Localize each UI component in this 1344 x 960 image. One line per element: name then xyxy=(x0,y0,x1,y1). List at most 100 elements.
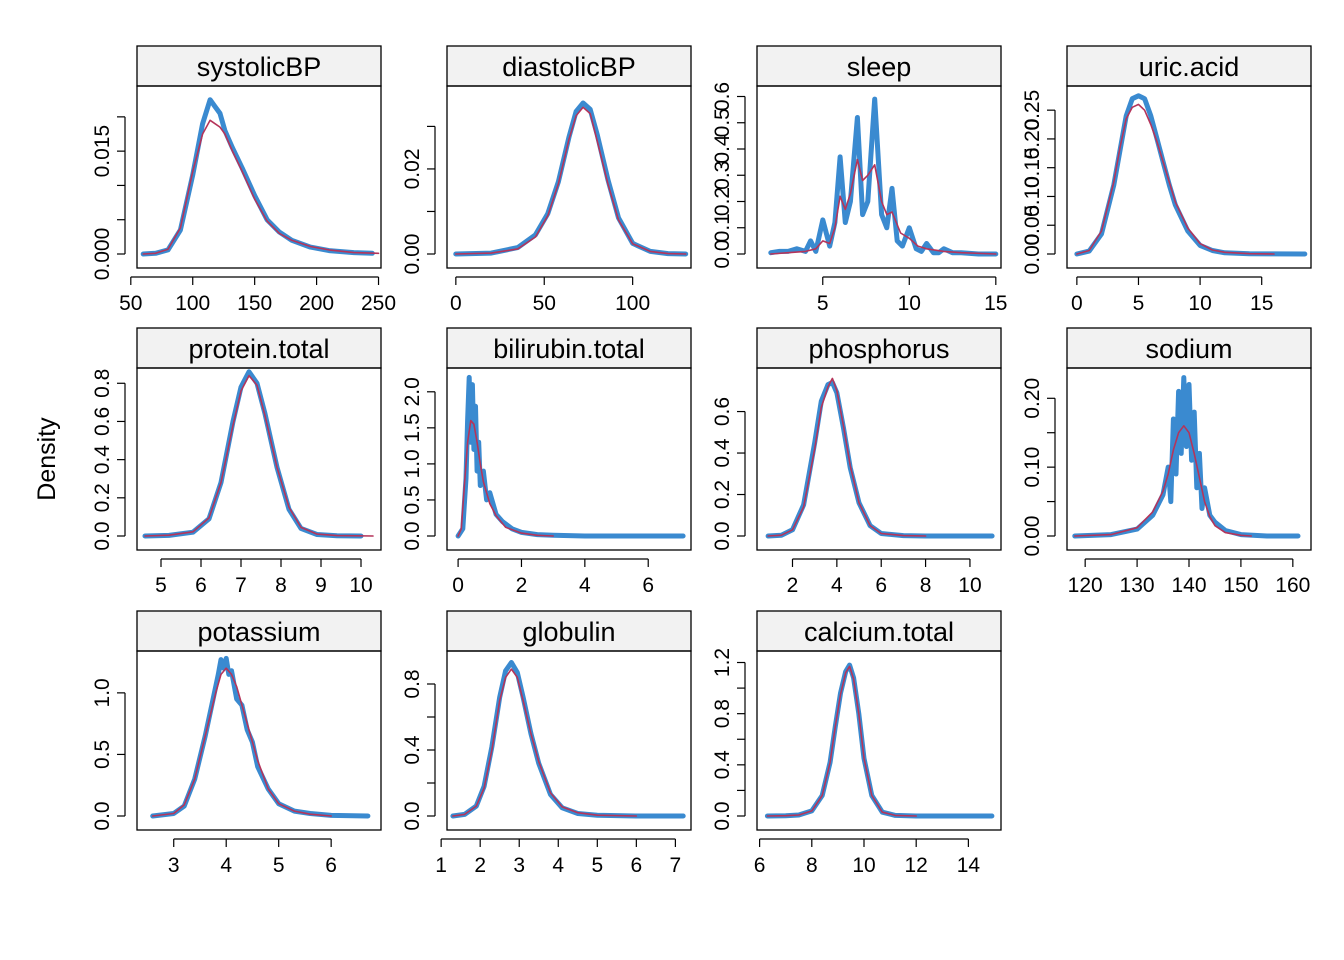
x-tick-label: 4 xyxy=(579,574,591,597)
observed-density-line xyxy=(450,660,686,819)
panel-sodium: sodium 120 130 140 150 160 0.00 0.10 0.20 xyxy=(1021,327,1312,597)
panel-strip xyxy=(446,327,692,369)
panel-title: calcium.total xyxy=(804,617,954,647)
panel-strip xyxy=(756,610,1002,652)
y-tick-label: 0.25 xyxy=(1021,90,1044,131)
observed-density-line xyxy=(453,100,689,257)
panel-strip xyxy=(136,610,382,652)
x-tick-label: 15 xyxy=(984,292,1007,315)
y-tick-label: 0.00 xyxy=(1021,234,1044,275)
panel-title: diastolicBP xyxy=(502,52,636,82)
plot-box xyxy=(756,367,1002,551)
imputed-density-line xyxy=(452,668,638,817)
panel-globulin: globulin 1 2 3 4 5 6 7 0.0 0.4 0.8 xyxy=(401,610,692,877)
plot-box xyxy=(756,85,1002,269)
imputed-density-line xyxy=(144,374,374,537)
x-tick-label: 6 xyxy=(754,854,766,877)
x-tick-label: 8 xyxy=(275,574,287,597)
y-tick-label: 0.2 xyxy=(711,187,734,216)
x-tick-label: 3 xyxy=(513,854,525,877)
panel-bilirubin-total: bilirubin.total 0 2 4 6 0.0 0.5 1.0 1.5 2.0 xyxy=(401,327,692,597)
y-tick-label: 0.0 xyxy=(711,521,734,550)
y-tick-label: 0.05 xyxy=(1021,205,1044,246)
x-tick-label: 10 xyxy=(852,854,875,877)
imputed-density-line xyxy=(455,106,687,255)
panel-title: sleep xyxy=(847,52,912,82)
observed-density-line xyxy=(142,369,364,539)
y-tick-label: 2.0 xyxy=(401,377,424,406)
panel-title: systolicBP xyxy=(197,52,322,82)
y-tick-label: 0.4 xyxy=(401,735,424,765)
y-tick-label: 0.8 xyxy=(91,369,114,398)
x-tick-label: 5 xyxy=(591,854,603,877)
x-tick-label: 10 xyxy=(1188,292,1211,315)
y-tick-label: 0.2 xyxy=(91,483,114,512)
y-tick-label: 0.15 xyxy=(1021,147,1044,188)
plot-box xyxy=(446,85,692,269)
plot-box xyxy=(756,650,1002,831)
y-tick-label: 0.0 xyxy=(91,521,114,550)
y-axis-label: Density xyxy=(33,417,61,501)
x-tick-label: 10 xyxy=(898,292,921,315)
panel-uric-acid: uric.acid 0 5 10 15 0.000.050.100.150.200.25 xyxy=(1021,45,1312,315)
x-tick-label: 2 xyxy=(516,574,528,597)
x-tick-label: 100 xyxy=(615,292,650,315)
plot-box xyxy=(136,367,382,551)
panel-protein-total: protein.total 5 6 7 8 9 10 0.0 0.2 0.4 0.6 0.8 xyxy=(91,327,382,597)
x-tick-label: 6 xyxy=(642,574,654,597)
imputed-density-line xyxy=(151,667,332,817)
x-tick-label: 100 xyxy=(175,292,210,315)
y-tick-label: 0.0 xyxy=(401,801,424,830)
panel-strip xyxy=(446,610,692,652)
x-tick-label: 4 xyxy=(552,854,564,877)
panel-strip xyxy=(1066,45,1312,87)
y-tick-label: 0.20 xyxy=(1021,378,1044,419)
x-tick-label: 5 xyxy=(273,854,285,877)
imputed-density-line xyxy=(766,665,917,817)
observed-density-line xyxy=(768,96,999,257)
y-tick-label: 0.015 xyxy=(91,125,114,178)
imputed-density-line xyxy=(457,419,554,537)
plot-box xyxy=(1066,367,1312,551)
x-tick-label: 7 xyxy=(235,574,247,597)
y-tick-label: 0.5 xyxy=(711,108,734,137)
y-tick-label: 1.5 xyxy=(401,413,424,442)
plot-box xyxy=(136,650,382,831)
y-tick-label: 0.0 xyxy=(401,521,424,550)
x-tick-label: 4 xyxy=(220,854,232,877)
y-tick-label: 0.6 xyxy=(91,407,114,436)
panel-systolicBP: systolicBP 50 100 150 200 250 0.000 0.015 xyxy=(91,45,396,315)
y-tick-label: 0.4 xyxy=(711,134,734,164)
y-tick-label: 0.00 xyxy=(401,234,424,275)
x-tick-label: 200 xyxy=(299,292,334,315)
plot-box xyxy=(1066,85,1312,269)
x-tick-label: 5 xyxy=(1133,292,1145,315)
panel-strip xyxy=(756,45,1002,87)
y-tick-label: 0.0 xyxy=(711,239,734,268)
x-tick-label: 0 xyxy=(452,574,464,597)
y-tick-label: 1.2 xyxy=(711,648,734,677)
x-tick-label: 0 xyxy=(1071,292,1083,315)
y-tick-label: 0.000 xyxy=(91,228,114,281)
x-tick-label: 15 xyxy=(1250,292,1273,315)
x-tick-label: 150 xyxy=(1223,574,1258,597)
y-tick-label: 0.4 xyxy=(91,445,114,475)
y-tick-label: 0.8 xyxy=(711,699,734,728)
x-tick-label: 6 xyxy=(325,854,337,877)
x-tick-label: 6 xyxy=(195,574,207,597)
x-tick-label: 160 xyxy=(1275,574,1310,597)
x-tick-label: 6 xyxy=(631,854,643,877)
x-tick-label: 50 xyxy=(119,292,142,315)
x-tick-label: 10 xyxy=(958,574,981,597)
y-tick-label: 0.0 xyxy=(711,801,734,830)
y-tick-label: 0.0 xyxy=(91,801,114,830)
x-tick-label: 14 xyxy=(957,854,981,877)
x-tick-label: 8 xyxy=(806,854,818,877)
y-tick-label: 0.2 xyxy=(711,480,734,509)
x-tick-label: 130 xyxy=(1120,574,1155,597)
panel-diastolicBP: diastolicBP 0 50 100 0.00 0.02 xyxy=(401,45,692,315)
panel-title: potassium xyxy=(197,617,320,647)
imputed-density-line xyxy=(142,119,380,255)
